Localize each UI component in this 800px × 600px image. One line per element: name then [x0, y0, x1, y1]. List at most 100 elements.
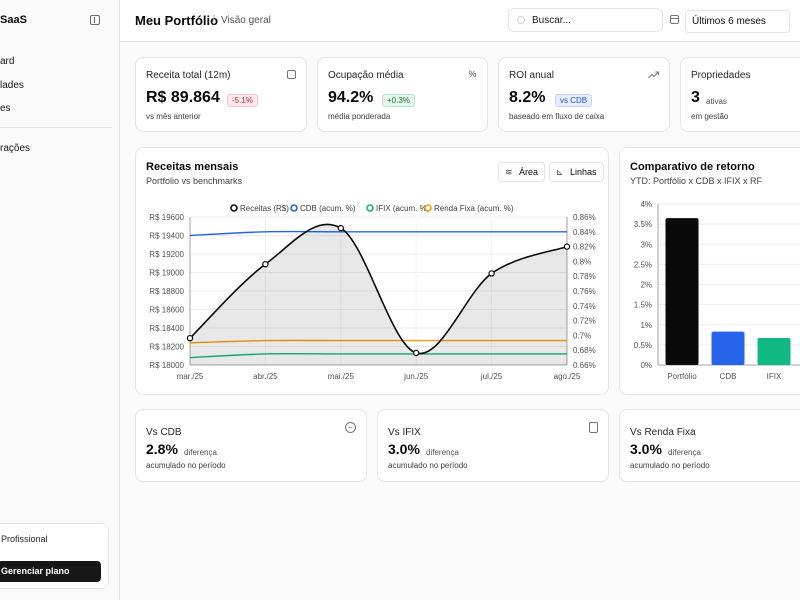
- chart-title: Comparativo de retorno: [630, 161, 755, 173]
- kpi-subtitle: média ponderada: [328, 112, 391, 121]
- y-tick-label: 0.5%: [634, 341, 652, 350]
- top-bar: Meu Portfólio / Visão geral Últimos 6 me…: [120, 0, 800, 42]
- y-tick-label-left: R$ 18200: [149, 343, 184, 352]
- chart-title: Receitas mensais: [146, 161, 239, 173]
- legend-label: CDB (acum. %): [300, 204, 356, 213]
- sidebar-toggle-icon[interactable]: [90, 15, 100, 25]
- x-tick-label: Portfólio: [667, 372, 697, 381]
- kpi-value: 94.2%: [328, 89, 374, 106]
- legend-marker: [424, 204, 432, 212]
- plan-card: Profissional Gerenciar plano: [0, 523, 109, 589]
- kpi-title: Propriedades: [691, 70, 751, 81]
- y-tick-label-left: R$ 18400: [149, 324, 184, 333]
- wallet-icon: [287, 70, 296, 79]
- y-tick-label-left: R$ 18600: [149, 306, 184, 315]
- data-point: [488, 270, 495, 277]
- breadcrumb-separator: /: [212, 14, 216, 26]
- legend-marker: [230, 204, 238, 212]
- legend-marker: [366, 204, 374, 212]
- comparison-subtitle: acumulado no período: [146, 461, 226, 470]
- kpi-title: Receita total (12m): [146, 70, 231, 81]
- kpi-title: ROI anual: [509, 70, 555, 81]
- calendar-icon: [670, 15, 679, 24]
- y-tick-label-right: 0.74%: [573, 302, 596, 311]
- kpi-value: 8.2%: [509, 89, 546, 106]
- return-chart: 4% 3.5% 3% 2.5% 2% 1.5% 1% 0.5% 0% Portfólio CDB IF…: [634, 200, 800, 381]
- sidebar: SaaS ard lades es rações Profissional Ge…: [0, 0, 120, 600]
- kpi-value: R$ 89.864: [146, 89, 220, 106]
- revenue-chart-card: Receitas mensais Portfolio vs benchmarks…: [135, 147, 609, 395]
- bar: [757, 338, 791, 365]
- comparison-value: 3.0%: [630, 441, 662, 457]
- line-chart-icon: ⊾: [556, 167, 564, 177]
- sidebar-item-reports[interactable]: es: [0, 103, 11, 114]
- kpi-subtitle: vs mês anterior: [146, 112, 201, 121]
- y-tick-label: 4%: [640, 200, 652, 209]
- breadcrumb[interactable]: Visão geral: [221, 15, 271, 26]
- comparison-unit: diferença: [426, 448, 459, 457]
- y-tick-label-right: 0.7%: [573, 331, 591, 340]
- kpi-unit: ativas: [706, 97, 727, 106]
- y-tick-label-right: 0.66%: [573, 361, 596, 370]
- y-tick-label: 3%: [640, 240, 652, 249]
- minus-circle-icon: −: [345, 422, 356, 433]
- kpi-title: Ocupação média: [328, 70, 404, 81]
- sidebar-item-dashboard[interactable]: ard: [0, 56, 15, 67]
- area-view-button[interactable]: ≋ Área: [498, 162, 546, 182]
- x-tick-label: jul./25: [480, 372, 503, 381]
- y-tick-label-right: 0.86%: [573, 213, 596, 222]
- x-tick-label: abr./25: [253, 372, 278, 381]
- search-box[interactable]: [508, 8, 663, 32]
- manage-plan-button[interactable]: Gerenciar plano: [0, 561, 101, 582]
- x-tick-label: CDB: [720, 372, 737, 381]
- chart-subtitle: Portfolio vs benchmarks: [146, 176, 243, 186]
- y-tick-label-left: R$ 19200: [149, 250, 184, 259]
- bar: [711, 331, 745, 365]
- y-tick-label-left: R$ 19400: [149, 232, 184, 241]
- brand-name: SaaS: [0, 14, 27, 26]
- legend-label: Receitas (R$): [240, 204, 289, 213]
- kpi-value: 3: [691, 89, 700, 106]
- sidebar-item-settings[interactable]: rações: [0, 143, 31, 154]
- lines-view-button[interactable]: ⊾ Linhas: [549, 162, 604, 182]
- y-tick-label-right: 0.84%: [573, 228, 596, 237]
- percent-icon: %: [468, 69, 477, 79]
- y-tick-label: 2.5%: [634, 260, 652, 269]
- trend-up-icon: [648, 71, 659, 79]
- building-icon: [589, 422, 598, 433]
- x-tick-label: ago./25: [554, 372, 581, 381]
- sidebar-item-properties[interactable]: lades: [0, 80, 24, 91]
- comparison-card-ifix: Vs IFIX 3.0% diferença acumulado no perí…: [377, 409, 609, 482]
- kpi-badge: vs CDB: [555, 94, 593, 107]
- area-icon: ≋: [505, 167, 513, 177]
- data-point: [186, 334, 194, 342]
- series-line: [189, 230, 567, 237]
- comparison-card-cdb: Vs CDB − 2.8% diferença acumulado no per…: [135, 409, 367, 482]
- legend-marker: [290, 204, 298, 212]
- lines-view-label: Linhas: [570, 167, 597, 177]
- comparison-unit: diferença: [668, 448, 701, 457]
- data-point: [563, 243, 571, 250]
- search-input[interactable]: [532, 13, 652, 28]
- comparison-subtitle: acumulado no período: [630, 461, 710, 470]
- y-tick-label-right: 0.72%: [573, 317, 596, 326]
- y-tick-label: 0%: [640, 361, 652, 370]
- kpi-card-properties: Propriedades 3 ativas em gestão: [680, 57, 800, 132]
- y-tick-label-right: 0.82%: [573, 243, 596, 252]
- period-select[interactable]: Últimos 6 meses: [685, 10, 790, 33]
- sidebar-divider: [0, 127, 112, 128]
- area-view-label: Área: [519, 167, 539, 177]
- legend-label: Renda Fixa (acum. %): [434, 204, 514, 213]
- comparison-title: Vs Renda Fixa: [630, 427, 696, 438]
- kpi-card-roi: ROI anual 8.2% vs CDB baseado em fluxo d…: [498, 57, 670, 132]
- bar: [665, 218, 699, 365]
- comparison-subtitle: acumulado no período: [388, 461, 468, 470]
- data-point: [262, 260, 269, 268]
- legend-label: IFIX (acum. %): [376, 204, 430, 213]
- y-tick-label: 2%: [640, 281, 652, 290]
- data-point: [337, 224, 344, 232]
- comparison-title: Vs IFIX: [388, 427, 421, 438]
- x-tick-label: IFIX: [767, 372, 782, 381]
- chart-subtitle: YTD: Portfólio x CDB x IFIX x RF: [630, 176, 763, 186]
- series-line: [189, 339, 567, 344]
